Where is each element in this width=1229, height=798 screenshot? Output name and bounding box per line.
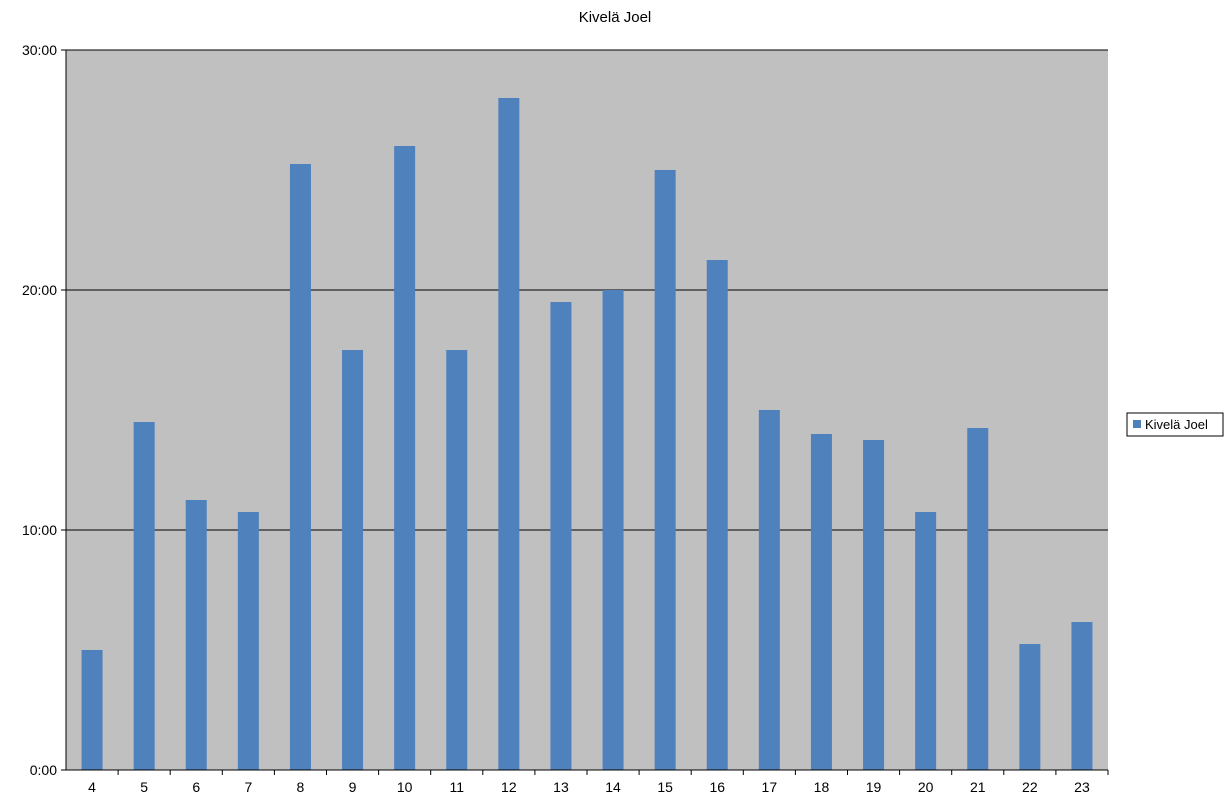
bar-12	[498, 98, 520, 770]
bar-19	[863, 440, 885, 770]
x-tick-label: 8	[297, 779, 305, 795]
x-tick-label: 9	[349, 779, 357, 795]
bar-23	[1071, 621, 1093, 770]
x-tick-label: 15	[657, 779, 673, 795]
axes: 0:00 10:00 20:00 30:00 4 5 6 7 8 9 10 11 12 13 14 15 16 1…	[22, 42, 1109, 795]
bar-7	[237, 512, 259, 770]
legend: Kivelä Joel	[1126, 412, 1224, 437]
y-tick-label: 30:00	[22, 42, 57, 58]
x-tick-label: 20	[918, 779, 934, 795]
x-tick-label: 13	[553, 779, 569, 795]
x-tick-label: 12	[501, 779, 517, 795]
bar-21	[967, 428, 989, 770]
bar-15	[654, 170, 676, 770]
x-tick-label: 14	[605, 779, 621, 795]
bar-18	[810, 434, 832, 770]
bar-20	[915, 512, 937, 770]
plot-area	[66, 50, 1108, 770]
legend-label: Kivelä Joel	[1145, 417, 1208, 432]
bar-13	[550, 302, 572, 770]
bar-5	[133, 422, 155, 770]
bar-22	[1019, 644, 1041, 770]
legend-swatch	[1133, 420, 1141, 428]
bar-14	[602, 290, 624, 770]
x-tick-label: 16	[709, 779, 725, 795]
x-tick-label: 5	[140, 779, 148, 795]
x-tick-label: 19	[866, 779, 882, 795]
bar-17	[758, 410, 780, 770]
bar-8	[289, 164, 311, 770]
legend-box	[1126, 412, 1224, 437]
x-tick-label: 22	[1022, 779, 1038, 795]
bar-4	[81, 650, 103, 770]
x-tick-label: 7	[244, 779, 252, 795]
bar-9	[342, 350, 364, 770]
x-tick-label: 4	[88, 779, 96, 795]
y-tick-label: 0:00	[30, 762, 57, 778]
x-tick-label: 11	[449, 779, 464, 795]
chart-title: Kivelä Joel	[579, 9, 652, 26]
y-tick-label: 20:00	[22, 282, 57, 298]
bar-16	[706, 260, 728, 770]
x-tick-label: 10	[397, 779, 413, 795]
x-tick-label: 18	[814, 779, 830, 795]
bar-10	[394, 146, 416, 770]
x-tick-label: 23	[1074, 779, 1090, 795]
y-tick-label: 10:00	[22, 522, 57, 538]
x-tick-label: 17	[762, 779, 778, 795]
bar-11	[446, 350, 468, 770]
x-tick-label: 6	[192, 779, 200, 795]
bars	[81, 98, 1093, 770]
bar-6	[185, 500, 207, 770]
x-tick-label: 21	[970, 779, 986, 795]
